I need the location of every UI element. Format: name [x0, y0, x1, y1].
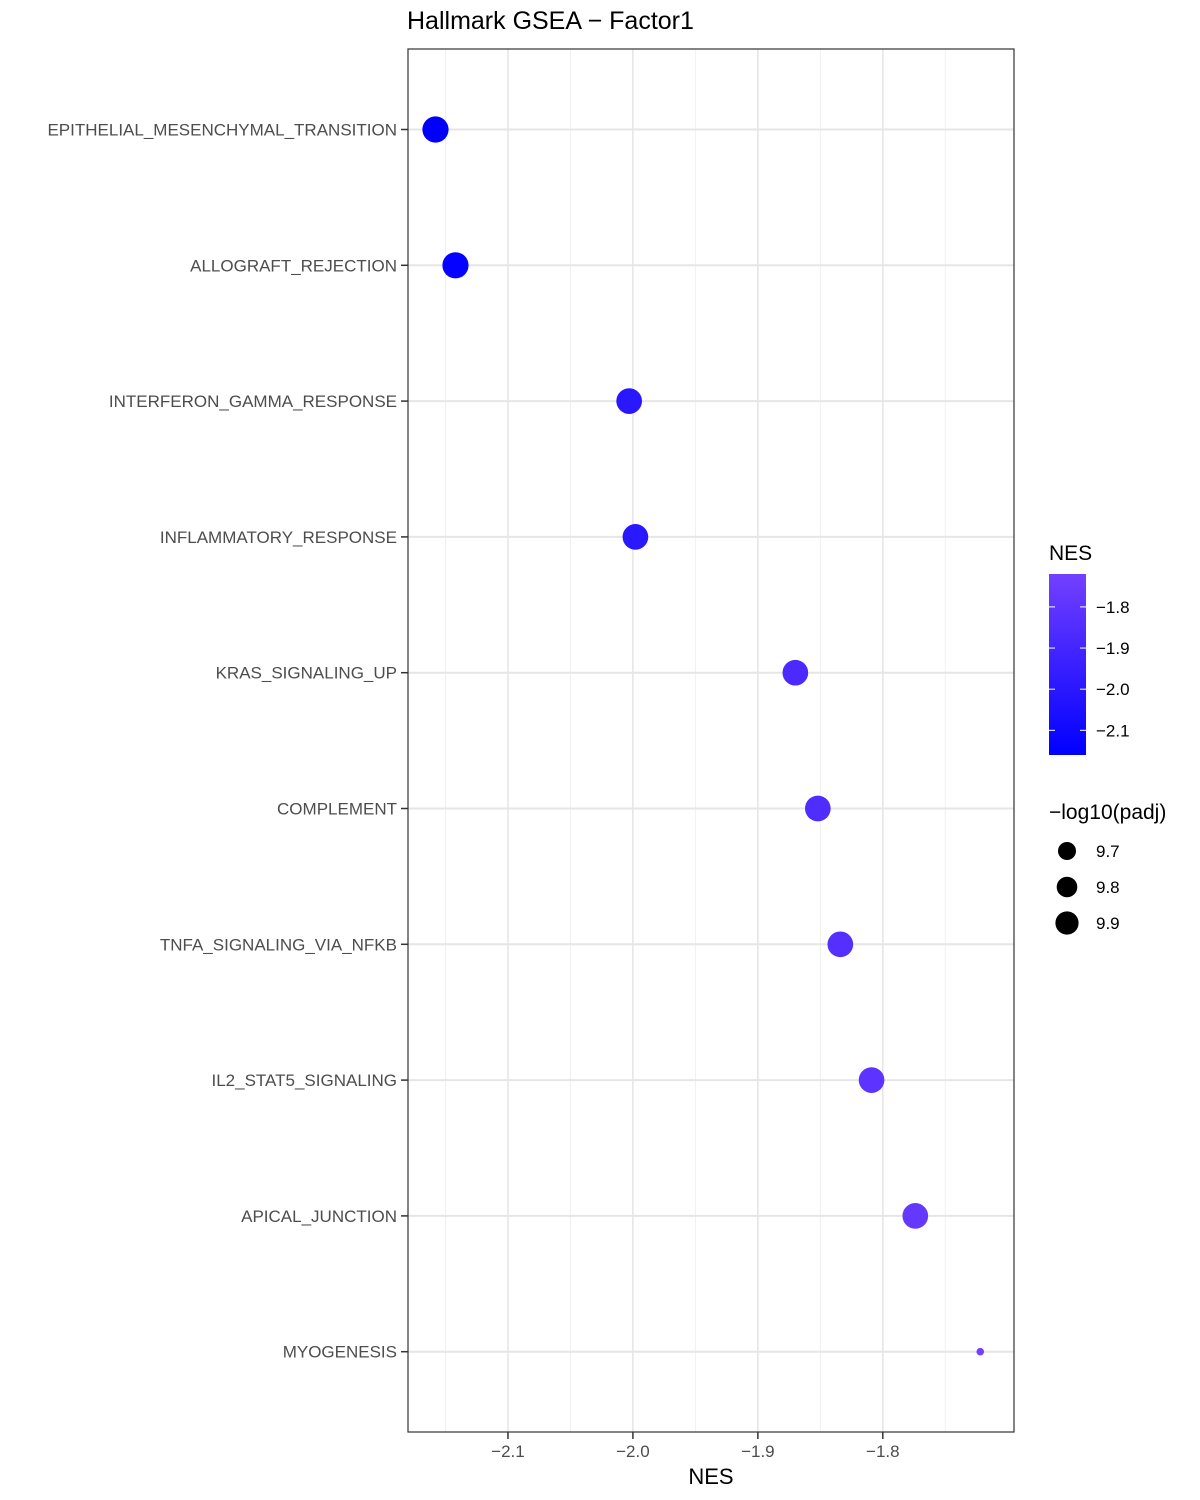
- y-tick-label: MYOGENESIS: [283, 1343, 397, 1362]
- color-legend-label: −2.1: [1096, 721, 1130, 740]
- color-legend-label: −1.9: [1096, 639, 1130, 658]
- size-legend-key: [1058, 842, 1076, 860]
- x-tick-label: −1.8: [866, 1442, 900, 1461]
- color-legend-label: −2.0: [1096, 680, 1130, 699]
- color-legend-title: NES: [1049, 542, 1092, 565]
- data-point: [976, 1347, 985, 1356]
- data-point: [422, 116, 449, 143]
- y-tick-label: APICAL_JUNCTION: [241, 1207, 397, 1226]
- data-point: [858, 1067, 885, 1093]
- y-tick-label: EPITHELIAL_MESENCHYMAL_TRANSITION: [47, 121, 397, 140]
- x-axis-title: NES: [688, 1464, 733, 1489]
- size-legend-key: [1055, 911, 1079, 935]
- data-point: [622, 524, 649, 550]
- data-point: [902, 1203, 929, 1229]
- size-legend-label: 9.9: [1096, 914, 1120, 933]
- data-point: [827, 931, 854, 958]
- x-tick-label: −2.1: [491, 1442, 525, 1461]
- y-tick-label: ALLOGRAFT_REJECTION: [190, 256, 397, 275]
- color-legend-label: −1.8: [1096, 598, 1130, 617]
- size-legend-key: [1056, 876, 1078, 898]
- plot-panel: [408, 49, 1014, 1432]
- color-legend-bar: [1049, 574, 1086, 755]
- y-tick-label: INFLAMMATORY_RESPONSE: [160, 528, 397, 547]
- y-tick-label: COMPLEMENT: [277, 800, 397, 819]
- data-point: [616, 388, 642, 414]
- panel-border: [407, 48, 1015, 1433]
- data-point: [782, 659, 809, 686]
- data-point: [804, 795, 831, 822]
- size-legend-label: 9.7: [1096, 842, 1120, 861]
- size-legend-title: −log10(padj): [1049, 801, 1166, 824]
- data-point: [442, 252, 469, 279]
- x-tick-label: −1.9: [741, 1442, 775, 1461]
- size-legend-label: 9.8: [1096, 878, 1120, 897]
- x-tick-label: −2.0: [616, 1442, 650, 1461]
- y-tick-label: INTERFERON_GAMMA_RESPONSE: [109, 392, 397, 411]
- chart-title: Hallmark GSEA − Factor1: [407, 7, 694, 35]
- y-tick-label: KRAS_SIGNALING_UP: [216, 664, 397, 683]
- y-tick-label: IL2_STAT5_SIGNALING: [212, 1071, 398, 1090]
- y-tick-label: TNFA_SIGNALING_VIA_NFKB: [160, 935, 397, 954]
